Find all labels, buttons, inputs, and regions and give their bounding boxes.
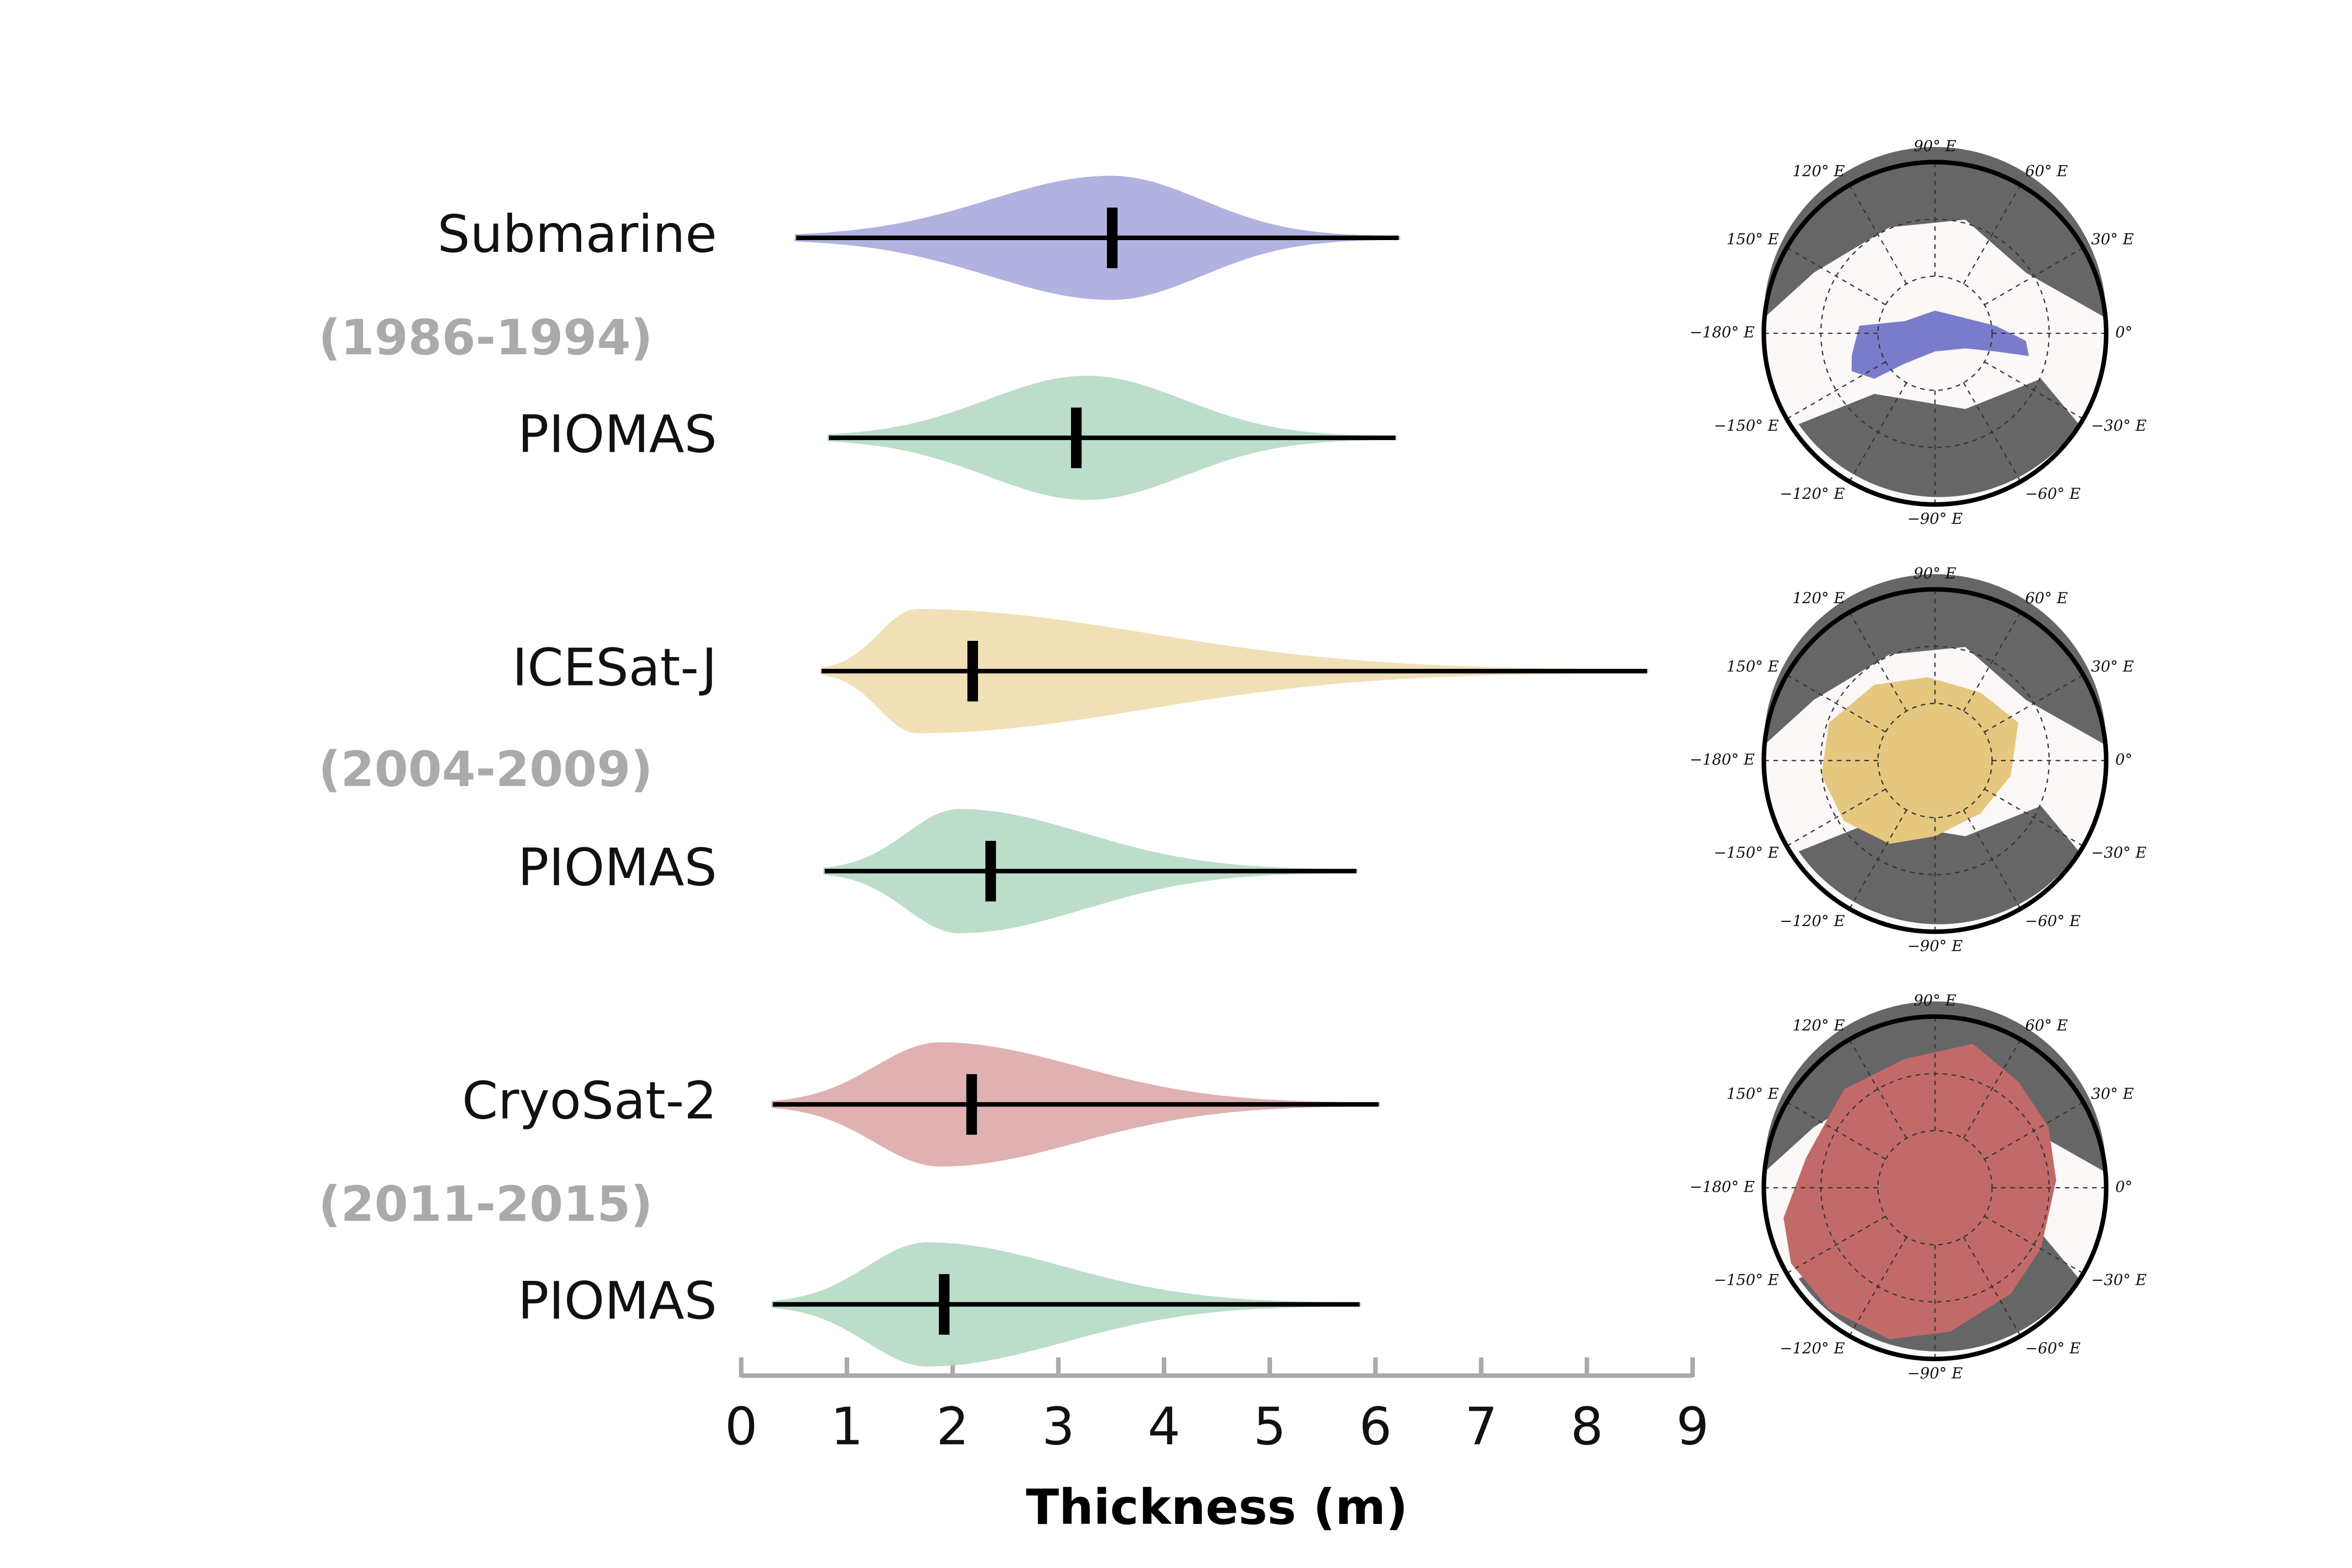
map-land: [1798, 378, 2079, 497]
map-label: 120° E: [1792, 162, 1845, 180]
map-label: −150° E: [1714, 844, 1779, 862]
map-grid: [1849, 612, 1907, 711]
map-grid: [1963, 185, 2021, 284]
map-grid: [1984, 1102, 2084, 1160]
map-label: −30° E: [2091, 1272, 2147, 1289]
map-label: −150° E: [1714, 1272, 1779, 1289]
map-grid: [1786, 1216, 1886, 1274]
x-tick-label: 1: [831, 1396, 863, 1456]
map-label: 60° E: [2025, 1017, 2068, 1034]
map-label: 30° E: [2091, 231, 2134, 248]
map-label: −150° E: [1714, 417, 1779, 435]
map-grid: [1963, 1039, 2021, 1139]
map-label: −60° E: [2025, 485, 2081, 503]
map-label: 90° E: [1913, 564, 1957, 582]
map-label: 0°: [2115, 324, 2132, 342]
map-grid: [1963, 382, 2021, 482]
map-grid: [1849, 1237, 1907, 1337]
map-grid: [1849, 185, 1907, 284]
map-label: 150° E: [1727, 1085, 1779, 1102]
x-tick-label: 5: [1253, 1396, 1286, 1456]
series-label: Submarine: [438, 204, 717, 264]
polar-map: 90° E 60° E 30° E 0° −30° E −60° E −90° E −120°…: [1690, 564, 2147, 955]
map-label: 150° E: [1727, 231, 1779, 248]
map-land: [1798, 806, 2079, 925]
map-label: −60° E: [2025, 912, 2081, 930]
map-label: 90° E: [1913, 137, 1957, 155]
map-grid: [1786, 788, 1886, 847]
map-grid: [1849, 382, 1907, 482]
series-label: PIOMAS: [518, 1271, 717, 1331]
x-tick-label: 0: [725, 1396, 758, 1456]
map-label: −180° E: [1690, 1178, 1755, 1196]
map-grid: [1984, 788, 2084, 847]
map-label: −90° E: [1907, 937, 1963, 955]
series-label: PIOMAS: [518, 404, 717, 464]
map-label: −30° E: [2091, 844, 2147, 862]
series-label: ICESat-J: [512, 637, 717, 697]
map-label: 90° E: [1913, 992, 1957, 1009]
polar-map: 90° E 60° E 30° E 0° −30° E −60° E −90° E −120°…: [1690, 137, 2147, 528]
map-label: −180° E: [1690, 324, 1755, 342]
map-label: −120° E: [1780, 485, 1845, 503]
map-label: 30° E: [2091, 1085, 2134, 1102]
map-coverage: [1821, 677, 2019, 844]
x-tick-label: 3: [1042, 1396, 1075, 1456]
map-grid: [1984, 361, 2084, 419]
map-label: −180° E: [1690, 751, 1755, 769]
map-grid: [1963, 1237, 2021, 1337]
map-label: 60° E: [2025, 589, 2068, 607]
map-label: 60° E: [2025, 162, 2068, 180]
map-label: −90° E: [1907, 510, 1963, 528]
x-tick-label: 9: [1676, 1396, 1709, 1456]
map-grid: [1984, 1216, 2084, 1274]
map-land: [1764, 1001, 2107, 1173]
map-label: 120° E: [1792, 589, 1845, 607]
map-land: [1764, 574, 2107, 746]
map-border: [1761, 587, 2108, 934]
map-grid: [1963, 809, 2021, 909]
map-label: −120° E: [1780, 1340, 1845, 1357]
series-label: CryoSat-2: [462, 1071, 717, 1131]
map-grid: [1786, 361, 1886, 419]
x-axis-label: Thickness (m): [1026, 1479, 1408, 1536]
group-label: (2004-2009): [318, 741, 653, 798]
map-label: 0°: [2115, 1178, 2132, 1196]
group-label: (1986-1994): [318, 310, 653, 366]
map-coverage: [1851, 310, 2029, 379]
map-label: 30° E: [2091, 658, 2134, 675]
map-grid: [1984, 674, 2084, 733]
map-label: 120° E: [1792, 1017, 1845, 1034]
map-grid: [1963, 612, 2021, 711]
polar-map: 90° E 60° E 30° E 0° −30° E −60° E −90° E −120°…: [1690, 992, 2147, 1382]
map-border: [1761, 1014, 2108, 1361]
group-label: (2011-2015): [318, 1176, 653, 1232]
map-label: 0°: [2115, 751, 2132, 769]
map-label: −90° E: [1907, 1365, 1963, 1382]
map-label: −120° E: [1780, 912, 1845, 930]
x-tick-label: 2: [936, 1396, 969, 1456]
map-label: −60° E: [2025, 1340, 2081, 1357]
map-label: −30° E: [2091, 417, 2147, 435]
x-tick-label: 4: [1148, 1396, 1180, 1456]
x-tick-label: 7: [1465, 1396, 1497, 1456]
map-grid: [1786, 674, 1886, 733]
map-grid: [1786, 1102, 1886, 1160]
map-grid: [1849, 1039, 1907, 1139]
map-border: [1761, 160, 2108, 507]
map-grid: [1786, 247, 1886, 306]
series-label: PIOMAS: [518, 837, 717, 898]
map-grid: [1984, 247, 2084, 306]
map-label: 150° E: [1727, 658, 1779, 675]
map-land: [1764, 147, 2107, 318]
x-tick-label: 8: [1570, 1396, 1603, 1456]
x-tick-label: 6: [1359, 1396, 1392, 1456]
map-grid: [1849, 809, 1907, 909]
